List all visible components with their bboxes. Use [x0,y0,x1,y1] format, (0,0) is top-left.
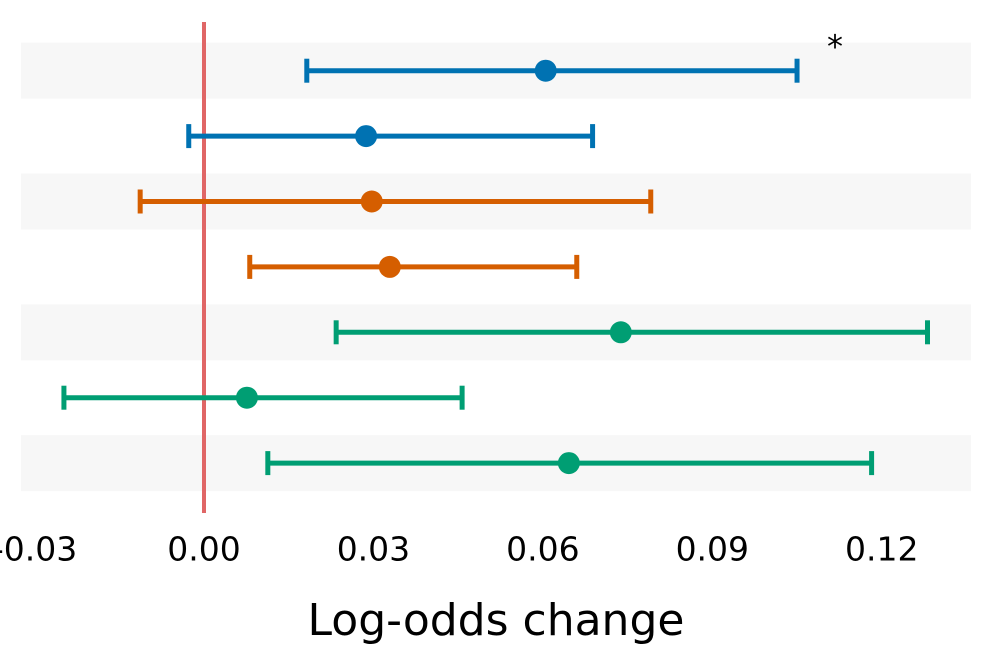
x-axis-label: Log-odds change [308,595,685,646]
point-estimate [378,255,401,278]
point-estimate [557,452,580,475]
point-estimate [609,321,632,344]
x-tick-label: -0.03 [0,530,77,569]
point-estimate [235,386,258,409]
x-tick-label: 0.12 [845,530,918,569]
point-estimate [355,125,378,148]
point-estimate [360,190,383,213]
x-tick-label: 0.00 [167,530,240,569]
point-estimate [534,59,557,82]
x-tick-label: 0.03 [337,530,410,569]
x-tick-label: 0.09 [676,530,749,569]
annotation: * [827,28,843,66]
x-tick-label: 0.06 [506,530,579,569]
